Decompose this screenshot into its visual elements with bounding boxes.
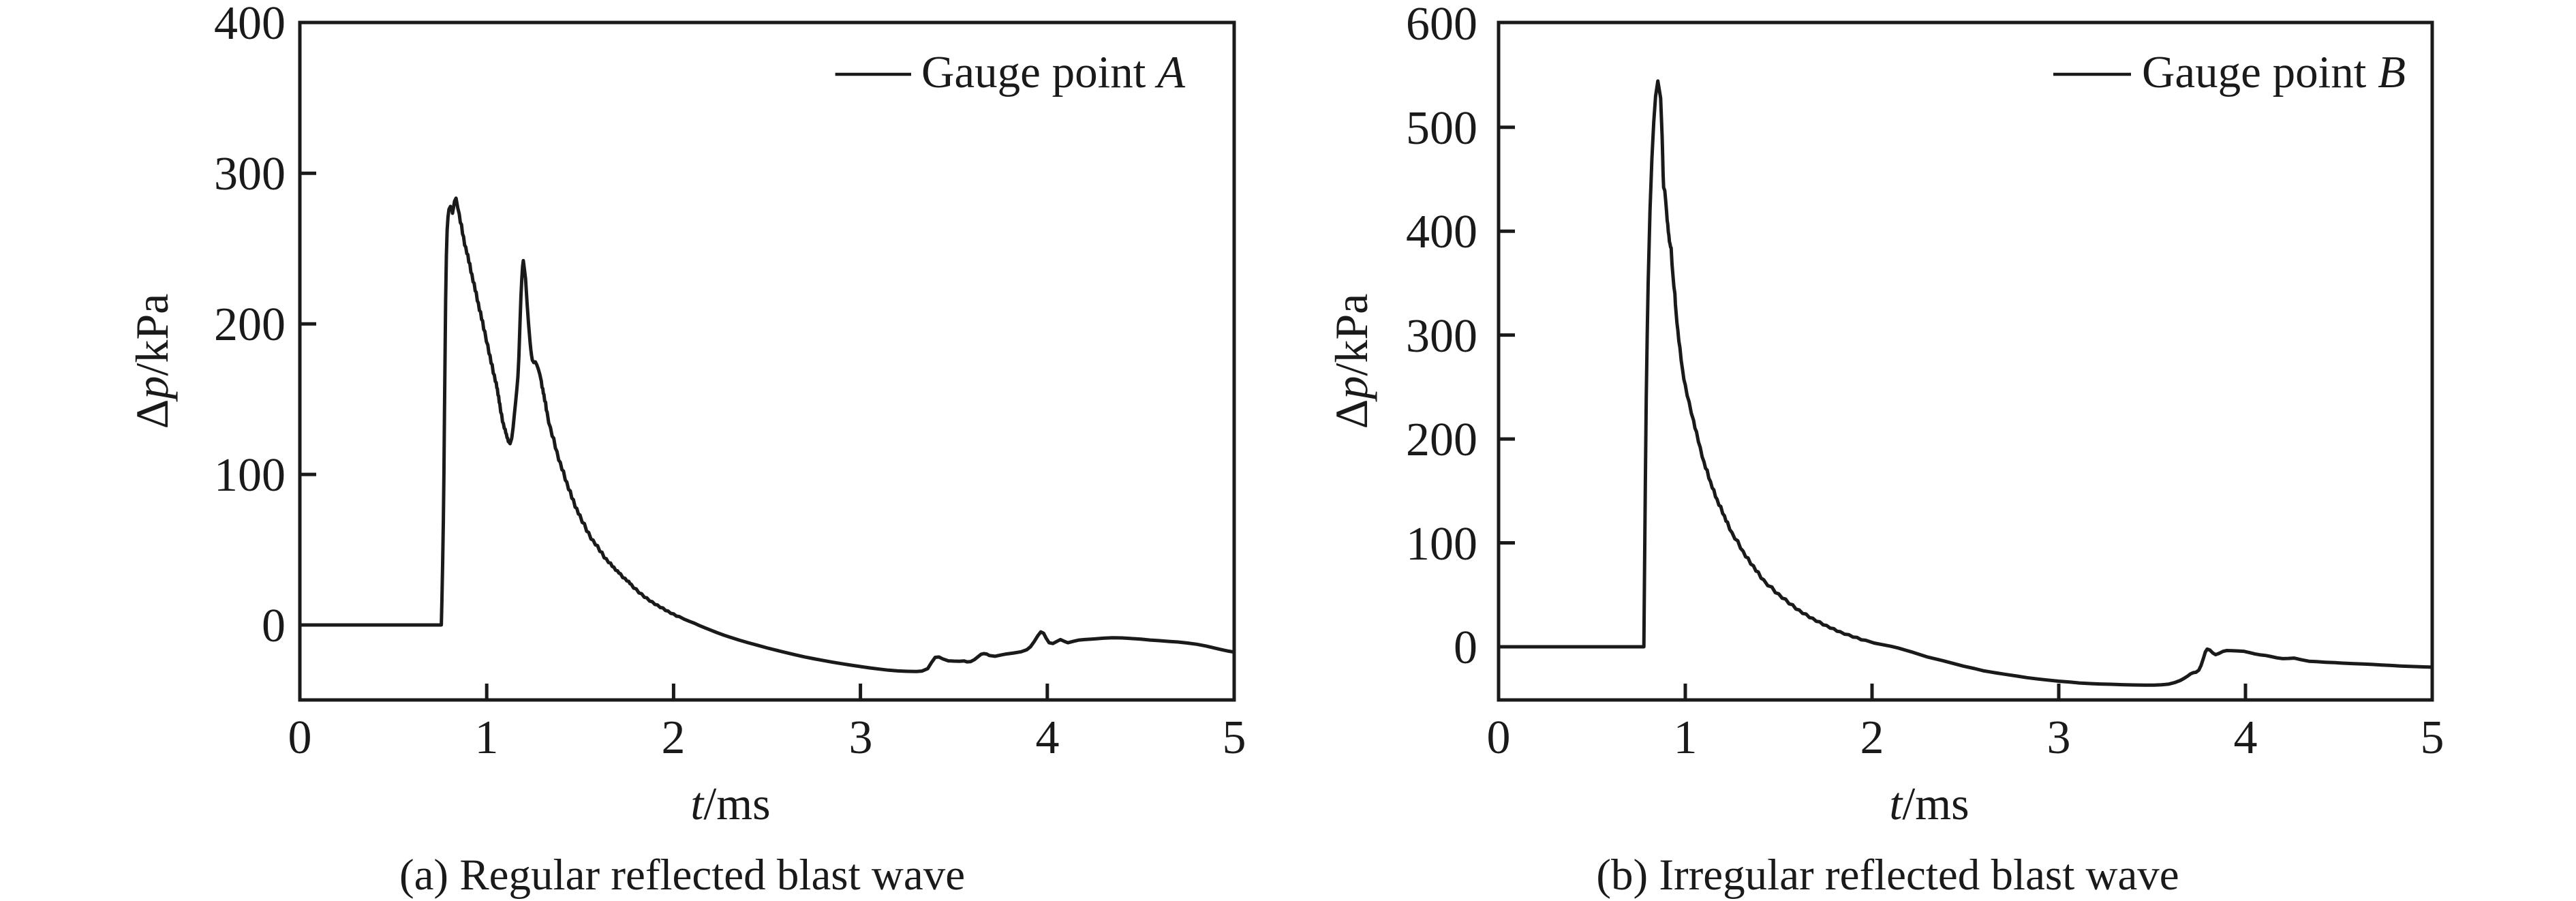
svg-text:t/ms: t/ms xyxy=(1889,778,1969,829)
svg-text:400: 400 xyxy=(214,0,286,50)
svg-text:Gauge point B: Gauge point B xyxy=(2142,47,2406,97)
svg-text:t/ms: t/ms xyxy=(690,778,770,829)
svg-text:400: 400 xyxy=(1406,206,1477,258)
svg-text:0: 0 xyxy=(1454,622,1477,674)
svg-text:600: 600 xyxy=(1406,0,1477,50)
svg-text:2: 2 xyxy=(1860,712,1884,764)
svg-text:200: 200 xyxy=(214,299,286,351)
svg-text:Δp/kPa: Δp/kPa xyxy=(126,294,178,429)
svg-text:(b) Irregular reflected blast: (b) Irregular reflected blast wave xyxy=(1596,851,2179,900)
svg-text:3: 3 xyxy=(849,712,873,764)
svg-text:100: 100 xyxy=(214,449,286,502)
svg-text:100: 100 xyxy=(1406,518,1477,570)
svg-text:300: 300 xyxy=(1406,310,1477,363)
svg-text:0: 0 xyxy=(288,712,312,764)
svg-text:4: 4 xyxy=(2234,712,2258,764)
svg-text:5: 5 xyxy=(1223,712,1246,764)
svg-text:3: 3 xyxy=(2047,712,2071,764)
svg-text:1: 1 xyxy=(475,712,499,764)
svg-text:2: 2 xyxy=(662,712,686,764)
svg-text:1: 1 xyxy=(1674,712,1698,764)
svg-text:0: 0 xyxy=(262,600,286,652)
svg-text:4: 4 xyxy=(1036,712,1060,764)
svg-text:200: 200 xyxy=(1406,414,1477,466)
svg-text:5: 5 xyxy=(2421,712,2444,764)
svg-text:500: 500 xyxy=(1406,102,1477,155)
svg-text:Δp/kPa: Δp/kPa xyxy=(1325,294,1377,429)
svg-text:0: 0 xyxy=(1487,712,1511,764)
svg-text:300: 300 xyxy=(214,148,286,200)
svg-text:(a) Regular reflected blast wa: (a) Regular reflected blast wave xyxy=(399,851,965,900)
svg-text:Gauge point A: Gauge point A xyxy=(921,47,1186,97)
